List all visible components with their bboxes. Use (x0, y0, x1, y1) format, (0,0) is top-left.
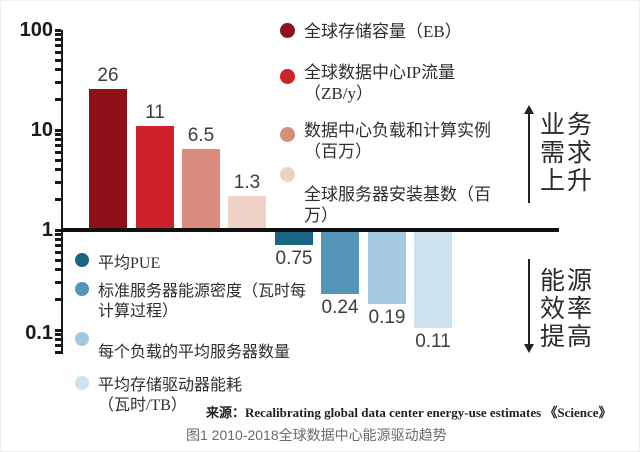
arrow-up-head-icon (524, 105, 534, 114)
axis-minor-tick (55, 198, 61, 202)
axis-minor-tick (55, 58, 61, 62)
axis-minor-tick (55, 128, 61, 132)
legend-label-ip-traffic: 全球数据中心IP流量 （ZB/y） (304, 63, 456, 103)
axis-minor-tick (55, 50, 61, 54)
axis-minor-tick (55, 350, 61, 354)
legend-dot-storage-capacity (280, 23, 295, 38)
axis-minor-tick (55, 80, 61, 84)
legend-dot-servers-per-load (75, 332, 89, 346)
axis-minor-tick (55, 344, 61, 347)
axis-minor-tick (55, 180, 61, 184)
axis-minor-tick (55, 138, 61, 142)
baseline-value-1 (61, 228, 559, 232)
legend-label-energy-intensity: 标准服务器能源密度（瓦时每 计算过程） (98, 283, 307, 320)
axis-minor-tick (55, 250, 61, 254)
y-tick-label-1: 1 (41, 219, 53, 241)
axis-minor-tick (55, 338, 61, 342)
annotation-efficiency-improving: 能源 效率 提高 (540, 268, 595, 351)
axis-minor-tick (55, 33, 61, 37)
legend-dot-ip-traffic (280, 69, 295, 84)
chart-bar-平均存储驱动器能耗（瓦时/TB） (414, 232, 452, 328)
axis-minor-tick (55, 268, 61, 272)
bar-value-label: 0.24 (321, 297, 359, 318)
axis-minor-tick (55, 98, 61, 102)
bar-value-label: 0.75 (275, 247, 313, 269)
axis-minor-tick (55, 238, 61, 242)
arrow-up-shaft (528, 113, 530, 203)
axis-minor-tick (55, 44, 61, 47)
legend-label-servers-per-load: 每个负载的平均服务器数量 (98, 344, 291, 361)
axis-minor-tick (55, 150, 61, 154)
legend-label-server-base: 全球服务器安装基数（百 万） (304, 185, 491, 225)
legend-dot-energy-intensity (75, 282, 89, 296)
bar-value-label: 1.3 (233, 172, 261, 193)
y-tick-label-100: 100 (19, 19, 53, 41)
bar-value-label: 11 (145, 101, 165, 123)
axis-minor-tick (55, 228, 61, 232)
chart-bar-每个负载的平均服务器数量 (368, 232, 406, 305)
bar-value-label: 0.11 (415, 330, 451, 352)
legend-dot-average-pue (75, 253, 89, 267)
arrow-down-shaft (528, 259, 530, 345)
legend-dot-storage-energy (75, 376, 89, 390)
bar-value-label: 0.19 (368, 307, 406, 329)
bar-value-label: 26 (97, 64, 119, 86)
axis-minor-tick (55, 333, 61, 337)
axis-minor-tick (55, 233, 61, 237)
axis-minor-tick (55, 68, 61, 72)
chart-bar-全球数据中心IP流量（ZB/y） (136, 125, 174, 228)
chart-bar-全球服务器安装基数（百万） (228, 196, 266, 228)
bar-value-label: 6.5 (187, 124, 215, 146)
axis-minor-tick (55, 298, 61, 302)
arrow-down-head-icon (524, 344, 534, 353)
y-axis-line (61, 30, 63, 354)
y-tick-label-0.1: 0.1 (25, 322, 53, 344)
legend-label-average-pue: 平均PUE (98, 255, 161, 272)
chart-bar-平均PUE (275, 232, 313, 245)
axis-minor-tick (55, 158, 61, 162)
figure-caption: 图1 2010-2018全球数据中心能源驱动趋势 (186, 427, 447, 443)
legend-dot-compute-instances (280, 127, 295, 142)
chart-bar-标准服务器能源密度（瓦时每计算过程） (321, 232, 359, 294)
legend-label-compute-instances: 数据中心负载和计算实例 （百万） (304, 121, 491, 161)
y-tick-label-10: 10 (30, 119, 53, 141)
chart-bar-数据中心负载和计算实例（百万） (182, 148, 220, 228)
chart-bar-全球存储容量（EB） (89, 88, 127, 228)
axis-minor-tick (55, 133, 61, 137)
axis-minor-tick (55, 144, 61, 147)
axis-minor-tick (55, 168, 61, 172)
axis-minor-tick (55, 38, 61, 42)
axis-minor-tick (55, 28, 61, 32)
axis-minor-tick (55, 328, 61, 332)
annotation-demand-rising: 业务 需求 上升 (540, 112, 595, 195)
axis-minor-tick (55, 244, 61, 247)
axis-minor-tick (55, 258, 61, 262)
legend-label-storage-capacity: 全球存储容量（EB） (304, 22, 462, 41)
axis-minor-tick (55, 280, 61, 284)
legend-label-storage-energy: 平均存储驱动器能耗 （瓦时/TB） (98, 377, 243, 414)
legend-dot-server-base (280, 167, 295, 182)
demand-up-arrow (523, 105, 535, 203)
efficiency-down-arrow (523, 259, 535, 353)
source-line: 来源：Recalibrating global data center ener… (206, 405, 612, 420)
